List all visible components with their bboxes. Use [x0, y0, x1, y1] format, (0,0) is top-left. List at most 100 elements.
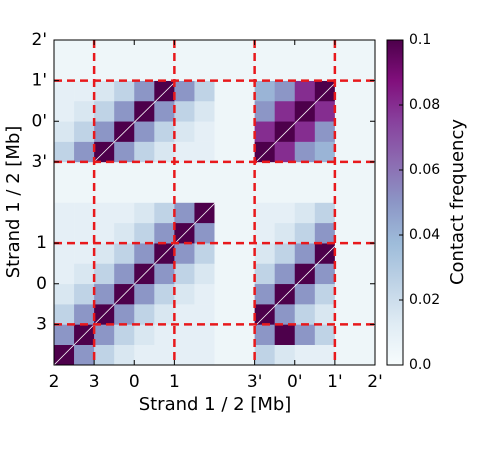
y-tick-label: 3' — [32, 152, 48, 172]
heatmap-cell — [154, 60, 175, 81]
heatmap-cell — [74, 80, 95, 102]
heatmap-cell — [334, 141, 356, 163]
heatmap-cell — [274, 161, 296, 183]
heatmap-cell — [54, 263, 75, 285]
x-tick-label: 1' — [327, 372, 343, 392]
heatmap-cell — [214, 283, 235, 305]
heatmap-cell — [194, 263, 215, 285]
heatmap-cell — [94, 121, 115, 142]
heatmap-cell — [194, 344, 215, 366]
heatmap-cell — [74, 202, 95, 224]
x-tick-label: 2' — [367, 372, 383, 392]
heatmap-cell — [294, 121, 316, 142]
x-tick-label: 2 — [49, 372, 60, 392]
heatmap-cell — [194, 324, 215, 345]
heatmap-cell — [174, 243, 195, 264]
heatmap-cell — [214, 40, 235, 61]
heatmap-cell — [74, 60, 95, 81]
colorbar — [386, 39, 404, 366]
heatmap-cell — [54, 202, 75, 224]
x-tick-label: 1 — [169, 372, 180, 392]
diagonal — [53, 202, 216, 366]
heatmap-cell — [114, 141, 135, 163]
heatmap-cell — [54, 182, 75, 203]
heatmap-cell — [214, 243, 235, 264]
heatmap-cell — [134, 161, 155, 183]
heatmap-cell — [94, 283, 115, 305]
heatmap-cell — [294, 243, 316, 264]
heatmap-cell — [234, 202, 255, 224]
y-tick-label: 3 — [36, 314, 47, 334]
heatmap-cell — [294, 141, 316, 163]
heatmap-cell — [314, 80, 336, 102]
y-tick-label: 2' — [32, 30, 48, 50]
heatmap-cell — [294, 283, 316, 305]
heatmap-cell — [214, 141, 235, 163]
heatmap-cell — [214, 202, 235, 224]
heatmap-cell — [254, 243, 275, 264]
heatmap-cell — [94, 60, 115, 81]
heatmap-cell — [274, 344, 296, 366]
y-tick-label: 1' — [32, 71, 48, 91]
heatmap-cell — [114, 202, 135, 224]
heatmap-cell — [54, 40, 75, 61]
heatmap-cell — [294, 344, 316, 366]
heatmap-cell — [314, 60, 336, 81]
heatmap-cell — [174, 263, 195, 285]
heatmap-cell — [294, 40, 316, 61]
y-tick-label: 0 — [36, 274, 47, 294]
heatmap-cell — [154, 100, 175, 122]
heatmap-cell — [214, 60, 235, 81]
heatmap-cell — [234, 283, 255, 305]
heatmap-cell — [134, 40, 155, 61]
heatmap-cell — [114, 80, 135, 102]
heatmap-cell — [54, 141, 75, 163]
heatmap-cell — [94, 182, 115, 203]
heatmap-cell — [134, 141, 155, 163]
heatmap-cell — [274, 263, 296, 285]
heatmap-cell — [274, 100, 296, 122]
heatmap-cell — [294, 100, 316, 122]
heatmap-cell — [74, 141, 95, 163]
heatmap-cell — [214, 182, 235, 203]
heatmap-cell — [194, 80, 215, 102]
heatmap-cell — [294, 202, 316, 224]
heatmap-cell — [354, 324, 376, 345]
heatmap-cell — [334, 222, 356, 244]
diagonals — [53, 81, 337, 366]
heatmap-cell — [154, 121, 175, 142]
heatmap-cell — [114, 40, 135, 61]
heatmap-cell — [274, 80, 296, 102]
heatmap-cell — [174, 80, 195, 102]
colorbar-tick-label: 0.0 — [409, 357, 431, 373]
heatmap-cell — [234, 60, 255, 81]
heatmap-cell — [174, 141, 195, 163]
heatmap-cell — [334, 161, 356, 183]
heatmap-cell — [274, 304, 296, 325]
colorbar-tick-label: 0.06 — [409, 162, 440, 178]
heatmap-cell — [254, 344, 275, 366]
heatmap-cell — [254, 60, 275, 81]
heatmap-cell — [134, 344, 155, 366]
heatmap-cell — [274, 182, 296, 203]
heatmap-cell — [194, 243, 215, 264]
colorbar-label: Contact frequency — [447, 119, 468, 285]
heatmap-cell — [134, 304, 155, 325]
heatmap-cell — [94, 40, 115, 61]
heatmap-cell — [114, 60, 135, 81]
heatmap-cell — [334, 100, 356, 122]
heatmap-cell — [94, 202, 115, 224]
heatmap-cell — [254, 202, 275, 224]
heatmap-cell — [274, 222, 296, 244]
heatmap-cell — [314, 304, 336, 325]
heatmap-cell — [134, 182, 155, 203]
heatmap-cell — [174, 60, 195, 81]
heatmap-cell — [54, 161, 75, 183]
heatmap-cell — [314, 141, 336, 163]
heatmap-cell — [314, 324, 336, 345]
heatmap-cell — [114, 182, 135, 203]
heatmap-cell — [54, 324, 75, 345]
heatmap-cell — [174, 182, 195, 203]
heatmap-cell — [54, 243, 75, 264]
heatmap-cell — [254, 161, 275, 183]
